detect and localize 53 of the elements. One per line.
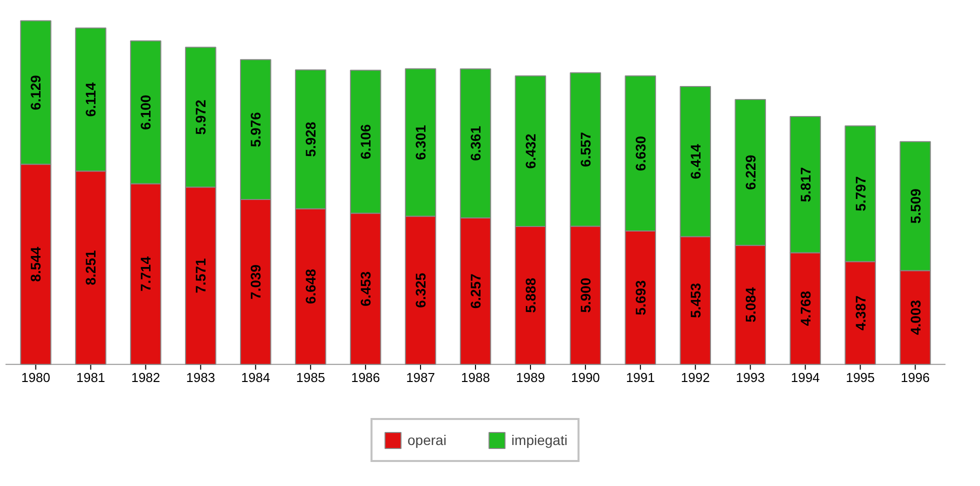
data-label: 6.414 [687,144,704,180]
data-label: 6.648 [302,268,319,304]
data-label: 5.928 [302,122,319,157]
data-label: 6.453 [358,271,374,306]
legend-label: operai [408,432,446,448]
data-label: 6.106 [358,124,374,160]
data-label: 6.325 [412,272,429,308]
data-label: 7.714 [138,256,154,292]
data-label: 5.693 [632,280,648,316]
data-label: 5.972 [192,99,209,135]
data-label: 4.003 [907,300,924,335]
x-tick-label: 1988 [461,370,490,386]
x-tick-label: 1981 [76,370,106,386]
data-label: 6.129 [28,74,44,110]
x-tick-label: 1991 [626,370,655,386]
legend-label: impiegati [511,432,568,448]
data-label: 6.100 [138,94,154,130]
x-tick-label: 1995 [846,370,875,386]
data-label: 6.301 [412,124,429,160]
data-label: 5.900 [577,278,594,313]
x-tick-label: 1993 [736,370,765,386]
data-label: 6.630 [632,136,648,171]
data-label: 7.039 [248,264,264,300]
data-label: 7.571 [192,258,209,294]
data-label: 8.544 [28,246,44,282]
data-label: 6.361 [468,126,484,161]
data-label: 6.432 [522,133,538,169]
data-label: 6.557 [577,132,594,167]
data-label: 5.817 [797,166,814,202]
x-tick-label: 1985 [296,370,326,386]
data-label: 5.797 [852,176,868,212]
x-tick-label: 1982 [131,370,160,386]
data-label: 4.768 [797,290,814,326]
x-tick-label: 1984 [241,370,270,386]
x-tick-label: 1994 [790,370,820,386]
data-label: 8.251 [82,250,99,286]
data-label: 5.084 [742,287,758,322]
data-label: 4.387 [852,295,868,331]
data-label: 6.114 [82,82,99,117]
data-label: 5.453 [687,282,704,318]
data-label: 6.257 [468,273,484,309]
x-tick-label: 1992 [680,370,710,386]
x-tick-label: 1996 [900,370,930,386]
data-label: 5.888 [522,278,538,313]
data-label: 6.229 [742,154,758,190]
data-label: 5.976 [248,112,264,148]
x-tick-label: 1980 [21,370,50,386]
data-label: 5.509 [907,188,924,224]
x-tick-label: 1983 [186,370,216,386]
x-tick-label: 1987 [406,370,435,386]
x-tick-label: 1990 [570,370,600,386]
x-tick-label: 1989 [516,370,545,386]
x-tick-label: 1986 [351,370,380,386]
